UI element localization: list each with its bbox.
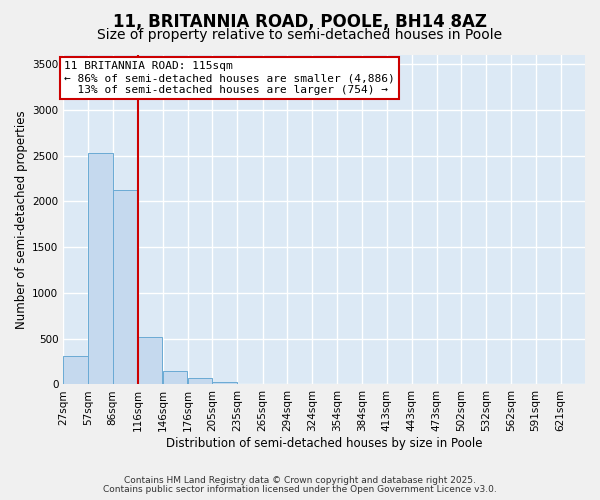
Text: Contains HM Land Registry data © Crown copyright and database right 2025.: Contains HM Land Registry data © Crown c… <box>124 476 476 485</box>
Text: Contains public sector information licensed under the Open Government Licence v3: Contains public sector information licen… <box>103 485 497 494</box>
Text: Size of property relative to semi-detached houses in Poole: Size of property relative to semi-detach… <box>97 28 503 42</box>
Text: 11, BRITANNIA ROAD, POOLE, BH14 8AZ: 11, BRITANNIA ROAD, POOLE, BH14 8AZ <box>113 12 487 30</box>
Bar <box>188 378 212 384</box>
Bar <box>138 337 162 384</box>
Bar <box>113 190 137 384</box>
Bar <box>163 370 187 384</box>
X-axis label: Distribution of semi-detached houses by size in Poole: Distribution of semi-detached houses by … <box>166 437 482 450</box>
Y-axis label: Number of semi-detached properties: Number of semi-detached properties <box>15 110 28 329</box>
Text: 11 BRITANNIA ROAD: 115sqm
← 86% of semi-detached houses are smaller (4,886)
  13: 11 BRITANNIA ROAD: 115sqm ← 86% of semi-… <box>64 62 395 94</box>
Bar <box>212 382 236 384</box>
Bar <box>63 356 88 384</box>
Bar <box>88 153 113 384</box>
